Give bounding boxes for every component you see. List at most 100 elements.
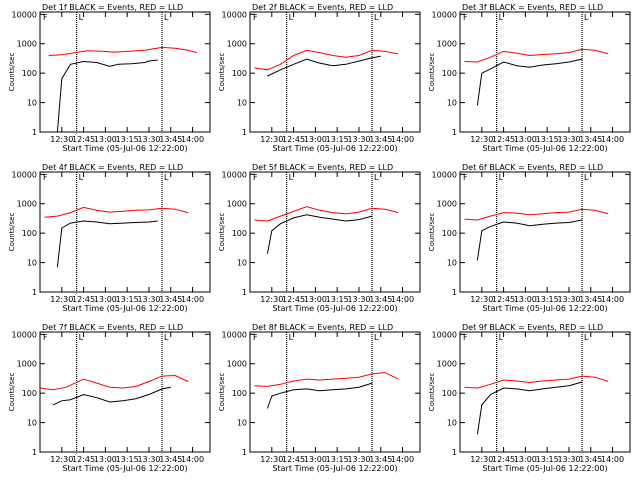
x-tick-label: 13:15 xyxy=(116,295,139,304)
x-tick-label: 12:45 xyxy=(492,135,515,144)
x-tick-label: 13:15 xyxy=(326,295,349,304)
x-tick-label: 13:45 xyxy=(369,455,392,464)
x-tick-label: 12:45 xyxy=(282,455,305,464)
x-tick-label: 13:30 xyxy=(347,455,370,464)
panel-title: Det 3f BLACK = Events, RED = LLD xyxy=(462,3,603,12)
lld-series-line xyxy=(48,46,198,56)
x-tick-label: 14:00 xyxy=(181,295,204,304)
y-tick-label: 10 xyxy=(27,99,37,108)
flag-label: L xyxy=(79,173,84,182)
x-tick-label: 12:45 xyxy=(72,295,95,304)
flag-label: L xyxy=(499,13,504,22)
y-tick-label: 1000 xyxy=(17,200,37,209)
flag-label: L xyxy=(289,173,294,182)
x-tick-label: 13:15 xyxy=(116,135,139,144)
flag-label: L xyxy=(499,333,504,342)
x-tick-label: 13:00 xyxy=(514,135,537,144)
y-tick-label: 10 xyxy=(27,259,37,268)
y-tick-label: 1 xyxy=(242,128,247,137)
y-tick-label: 100 xyxy=(442,69,457,78)
x-axis-label: Start Time (05-Jul-06 12:22:00) xyxy=(482,464,607,473)
panel-title: Det 5f BLACK = Events, RED = LLD xyxy=(252,163,393,172)
x-tick-label: 13:30 xyxy=(557,455,580,464)
flag-label: L xyxy=(584,173,589,182)
x-tick-label: 12:30 xyxy=(470,295,493,304)
x-tick-label: 13:45 xyxy=(159,135,182,144)
y-tick-label: 100 xyxy=(232,229,247,238)
events-series-line xyxy=(56,220,158,268)
panel-title: Det 6f BLACK = Events, RED = LLD xyxy=(462,163,603,172)
y-tick-label: 100 xyxy=(232,69,247,78)
y-tick-label: 100 xyxy=(22,69,37,78)
flag-label: L xyxy=(164,173,169,182)
lld-series-line xyxy=(254,372,399,387)
y-tick-label: 1 xyxy=(452,288,457,297)
panel-title: Det 1f BLACK = Events, RED = LLD xyxy=(42,3,183,12)
y-axis-label: Counts/sec xyxy=(428,213,436,252)
y-tick-label: 10 xyxy=(237,259,247,268)
x-tick-label: 13:00 xyxy=(514,295,537,304)
plot-frame xyxy=(459,171,631,293)
x-tick-label: 12:30 xyxy=(50,135,73,144)
x-tick-label: 14:00 xyxy=(181,455,204,464)
y-tick-label: 10000 xyxy=(222,330,247,339)
y-tick-label: 1 xyxy=(32,128,37,137)
y-tick-label: 10 xyxy=(27,419,37,428)
y-axis-label: Counts/sec xyxy=(428,373,436,412)
plot-frame xyxy=(249,171,421,293)
x-axis-label: Start Time (05-Jul-06 12:22:00) xyxy=(62,464,187,473)
flag-label: L xyxy=(79,333,84,342)
flag-label: F xyxy=(43,173,48,182)
y-tick-label: 10000 xyxy=(432,170,457,179)
y-tick-label: 1000 xyxy=(437,360,457,369)
flag-label: L xyxy=(164,333,169,342)
x-tick-label: 14:00 xyxy=(601,455,624,464)
y-axis-label: Counts/sec xyxy=(218,373,226,412)
y-tick-label: 10 xyxy=(447,419,457,428)
y-tick-label: 10 xyxy=(237,419,247,428)
lld-series-line xyxy=(464,375,609,389)
y-tick-label: 1000 xyxy=(17,40,37,49)
x-tick-label: 13:15 xyxy=(326,135,349,144)
y-axis-label: Counts/sec xyxy=(8,373,16,412)
x-tick-label: 13:15 xyxy=(536,135,559,144)
x-tick-label: 12:45 xyxy=(282,295,305,304)
x-tick-label: 12:45 xyxy=(282,135,305,144)
y-tick-label: 1000 xyxy=(17,360,37,369)
x-tick-label: 12:30 xyxy=(50,295,73,304)
y-axis-label: Counts/sec xyxy=(8,53,16,92)
x-tick-label: 13:45 xyxy=(369,135,392,144)
lld-series-line xyxy=(464,208,609,221)
y-tick-label: 10000 xyxy=(12,10,37,19)
y-tick-label: 1 xyxy=(452,448,457,457)
y-tick-label: 1000 xyxy=(227,360,247,369)
y-tick-label: 10000 xyxy=(432,10,457,19)
x-tick-label: 14:00 xyxy=(391,455,414,464)
y-tick-label: 10000 xyxy=(12,330,37,339)
x-tick-label: 12:45 xyxy=(72,455,95,464)
x-tick-label: 13:45 xyxy=(579,295,602,304)
x-axis-label: Start Time (05-Jul-06 12:22:00) xyxy=(482,304,607,313)
flag-label: L xyxy=(374,173,379,182)
events-series-line xyxy=(476,219,583,261)
y-axis-label: Counts/sec xyxy=(8,213,16,252)
flag-label: F xyxy=(463,13,468,22)
plot-frame xyxy=(39,11,211,133)
x-tick-label: 12:30 xyxy=(470,455,493,464)
x-axis-label: Start Time (05-Jul-06 12:22:00) xyxy=(272,464,397,473)
flag-label: F xyxy=(463,333,468,342)
x-tick-label: 13:00 xyxy=(514,455,537,464)
y-tick-label: 1000 xyxy=(227,200,247,209)
x-tick-label: 14:00 xyxy=(601,295,624,304)
y-tick-label: 100 xyxy=(442,389,457,398)
panel-title: Det 2f BLACK = Events, RED = LLD xyxy=(252,3,393,12)
x-tick-label: 13:30 xyxy=(137,455,160,464)
x-tick-label: 13:00 xyxy=(94,295,117,304)
flag-label: L xyxy=(374,13,379,22)
events-series-line xyxy=(476,58,583,106)
